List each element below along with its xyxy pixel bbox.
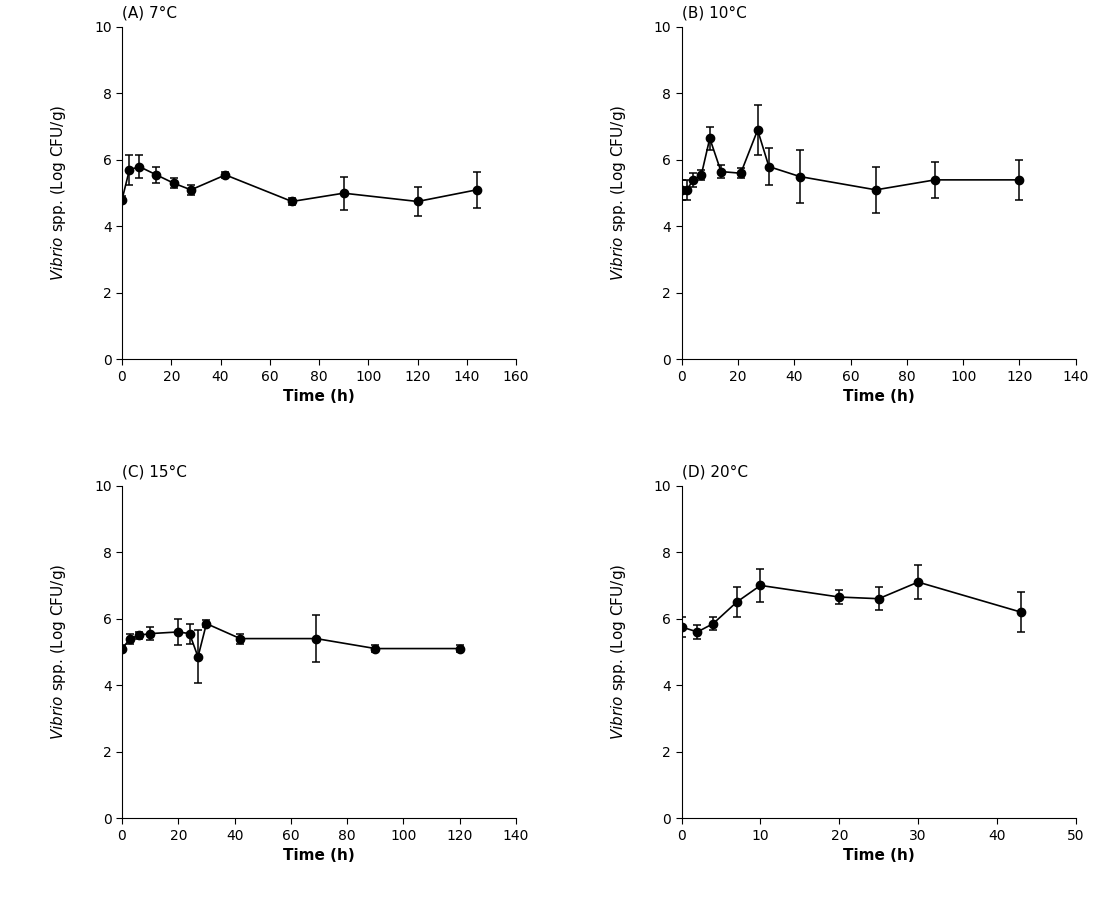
Text: $\it{Vibrio}$ spp. (Log CFU/g): $\it{Vibrio}$ spp. (Log CFU/g) xyxy=(50,105,69,281)
X-axis label: Time (h): Time (h) xyxy=(283,848,355,863)
Text: $\it{Vibrio}$ spp. (Log CFU/g): $\it{Vibrio}$ spp. (Log CFU/g) xyxy=(609,105,628,281)
X-axis label: Time (h): Time (h) xyxy=(843,848,915,863)
Text: (A) 7°C: (A) 7°C xyxy=(122,5,177,21)
Text: (C) 15°C: (C) 15°C xyxy=(122,464,186,479)
Text: (D) 20°C: (D) 20°C xyxy=(682,464,747,479)
Text: $\it{Vibrio}$ spp. (Log CFU/g): $\it{Vibrio}$ spp. (Log CFU/g) xyxy=(50,564,69,740)
X-axis label: Time (h): Time (h) xyxy=(283,389,355,405)
Text: (B) 10°C: (B) 10°C xyxy=(682,5,746,21)
Text: $\it{Vibrio}$ spp. (Log CFU/g): $\it{Vibrio}$ spp. (Log CFU/g) xyxy=(609,564,628,740)
X-axis label: Time (h): Time (h) xyxy=(843,389,915,405)
